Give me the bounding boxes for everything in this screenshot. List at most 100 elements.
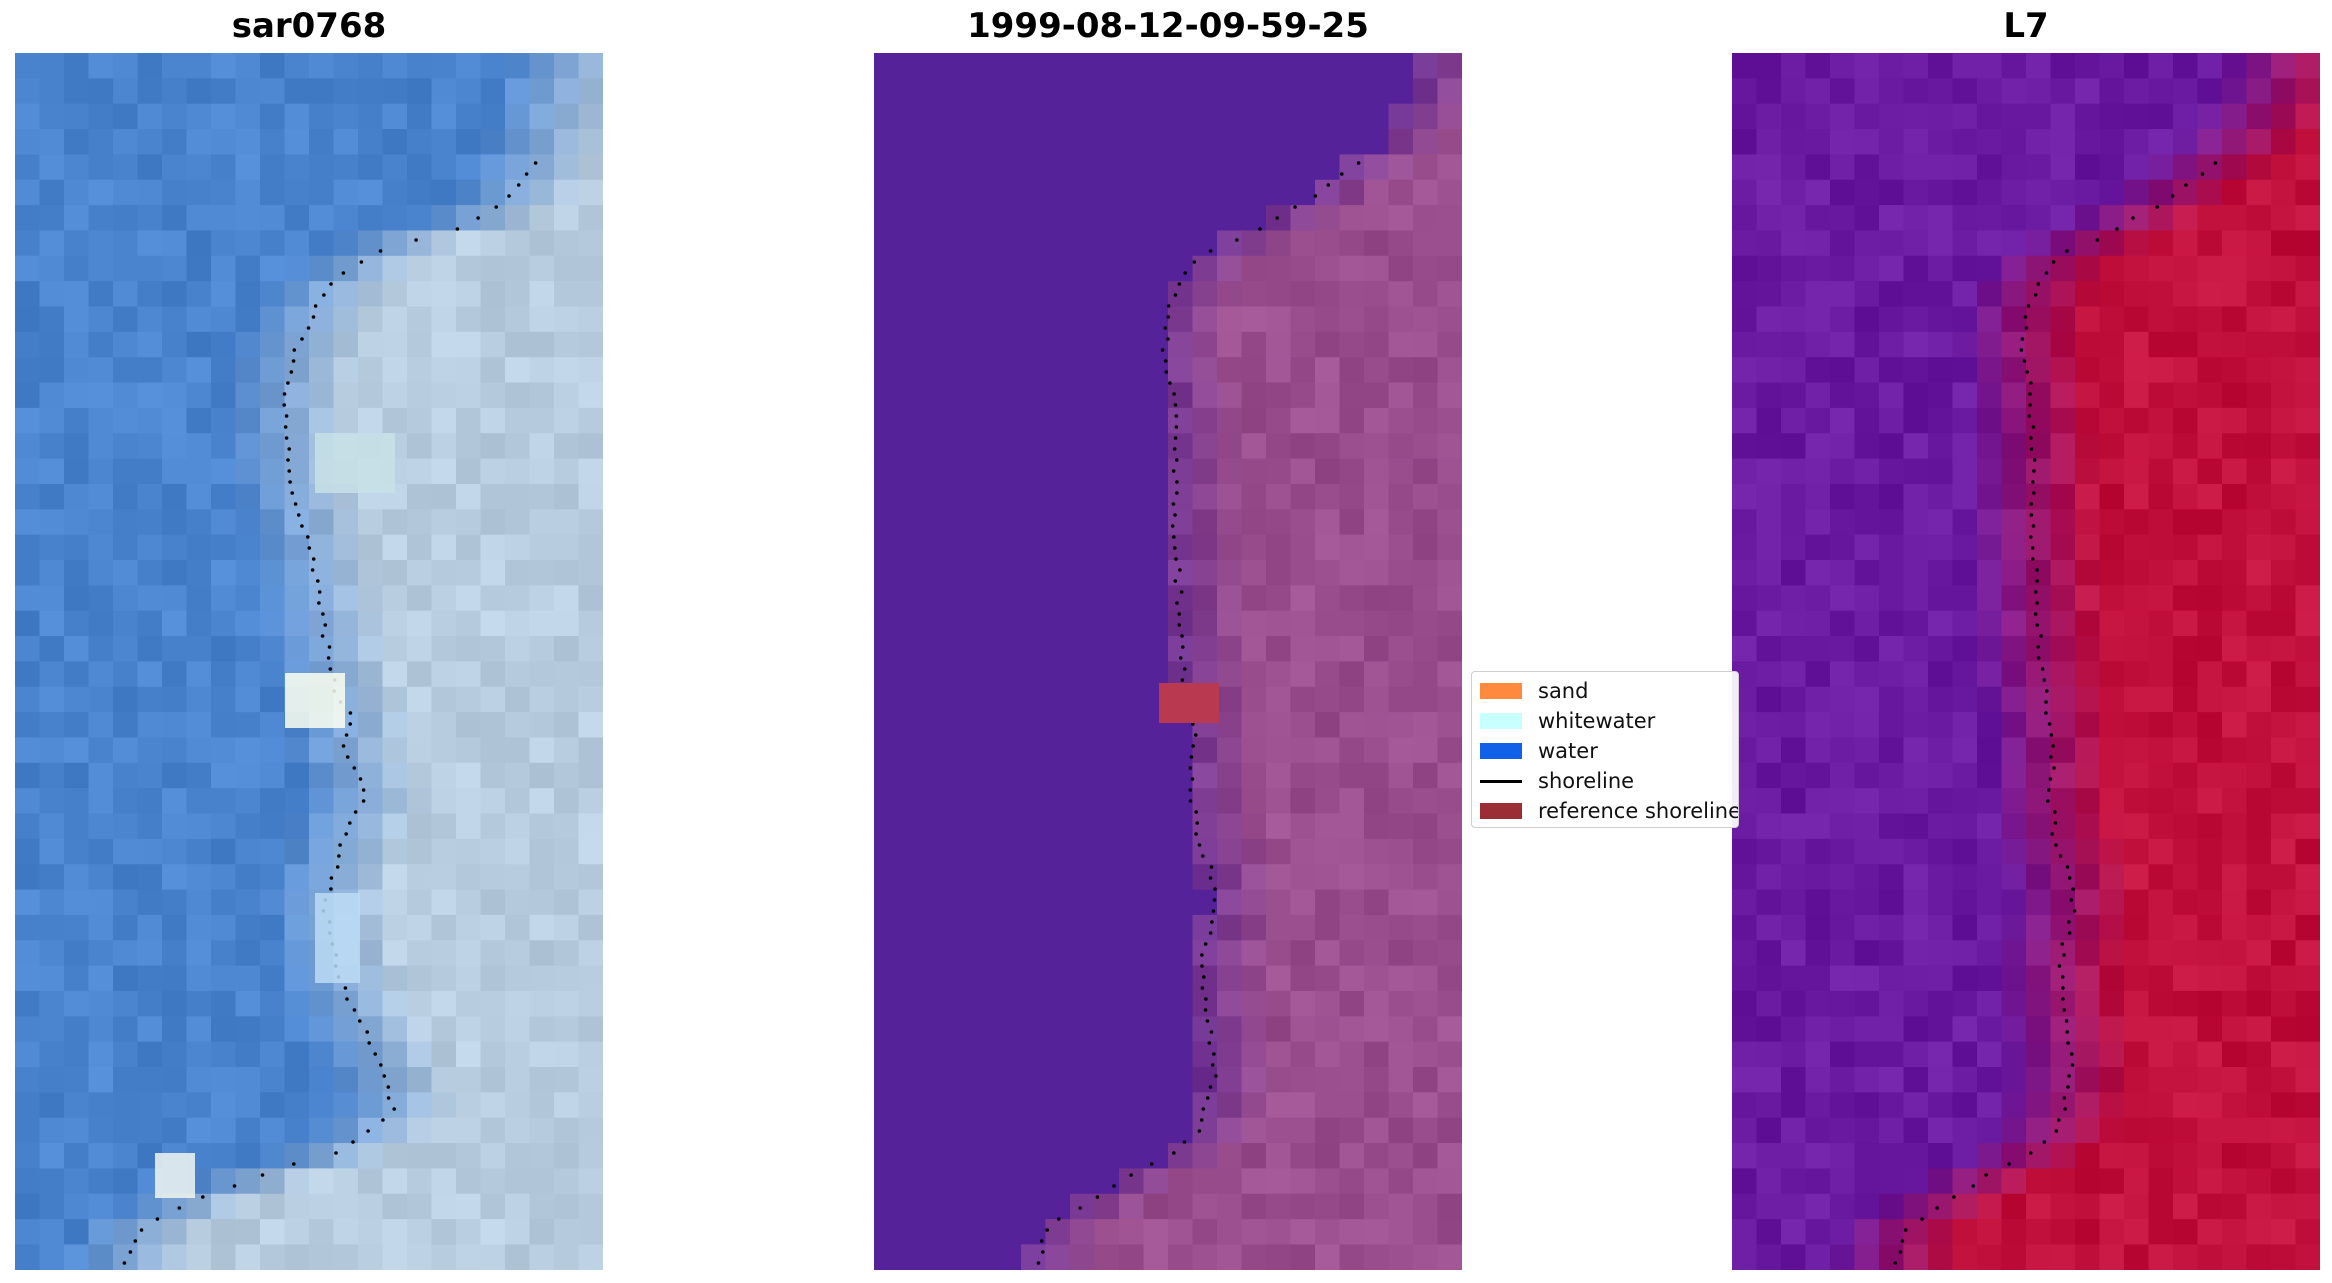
pixel <box>309 357 335 384</box>
pixel <box>235 179 261 206</box>
pixel <box>235 483 261 510</box>
pixel <box>407 103 433 130</box>
shoreline-dot <box>284 414 289 418</box>
pixel <box>1217 483 1243 510</box>
pixel <box>1903 1041 1929 1068</box>
pixel <box>211 1244 237 1270</box>
pixel <box>1168 560 1194 586</box>
legend-label-shoreline: shoreline <box>1538 769 1635 793</box>
pixel <box>578 458 603 485</box>
pixel <box>2173 914 2199 941</box>
pixel <box>113 205 139 232</box>
pixel <box>2148 1092 2174 1119</box>
pixel <box>1241 838 1267 865</box>
pixel <box>1854 179 1880 206</box>
pixel <box>235 306 261 333</box>
pixel <box>260 103 286 130</box>
pixel <box>456 788 482 815</box>
pixel <box>1413 458 1439 485</box>
pixel <box>972 433 998 460</box>
pixel <box>1437 534 1462 561</box>
pixel <box>480 965 506 992</box>
pixel <box>137 357 163 384</box>
pixel <box>1830 1193 1856 1220</box>
pixel <box>1928 1041 1954 1068</box>
pixel <box>88 889 114 916</box>
pixel <box>2271 534 2297 561</box>
pixel <box>1732 103 1758 130</box>
pixel <box>1290 509 1316 536</box>
pixel <box>554 407 580 434</box>
pixel <box>1756 737 1782 764</box>
pixel <box>1339 458 1365 485</box>
pixel <box>162 1067 188 1093</box>
pixel <box>407 636 433 662</box>
pixel <box>333 382 359 409</box>
pixel <box>382 838 408 865</box>
pixel <box>1364 1117 1390 1144</box>
pixel <box>2026 661 2052 688</box>
pixel <box>1021 458 1047 485</box>
pixel <box>2295 990 2320 1017</box>
pixel <box>2099 154 2125 181</box>
pixel <box>2295 103 2320 130</box>
pixel <box>407 205 433 232</box>
pixel <box>358 560 384 586</box>
pixel <box>1952 179 1978 206</box>
pixel <box>2173 636 2199 662</box>
pixel <box>1339 1016 1365 1043</box>
pixel <box>1045 737 1071 764</box>
pixel <box>2050 357 2076 384</box>
pixel <box>1266 458 1292 485</box>
pixel <box>431 509 457 536</box>
pixel <box>480 940 506 967</box>
pixel <box>529 1168 555 1195</box>
pixel <box>898 1016 924 1043</box>
pixel <box>186 230 212 257</box>
pixel <box>2246 230 2272 257</box>
pixel <box>1952 1016 1978 1043</box>
pixel <box>382 407 408 434</box>
pixel <box>162 737 188 764</box>
pixel <box>1830 78 1856 105</box>
pixel <box>2124 1041 2150 1068</box>
pixel <box>1952 1067 1978 1093</box>
pixel <box>578 483 603 510</box>
pixel <box>137 610 163 637</box>
pixel <box>1903 483 1929 510</box>
pixel <box>1388 636 1414 662</box>
pixel <box>1339 53 1365 79</box>
pixel <box>1977 1016 2003 1043</box>
pixel <box>529 560 555 586</box>
pixel <box>972 281 998 308</box>
pixel <box>1854 534 1880 561</box>
pixel <box>1854 331 1880 358</box>
pixel <box>1732 940 1758 967</box>
pixel <box>1854 1067 1880 1093</box>
pixel <box>2246 534 2272 561</box>
pixel <box>2173 129 2199 155</box>
pixel <box>1437 712 1462 739</box>
pixel <box>1413 255 1439 282</box>
shoreline-dot <box>1129 1173 1133 1177</box>
pixel <box>358 407 384 434</box>
pixel <box>1241 914 1267 941</box>
pixel <box>1192 407 1218 434</box>
pixel <box>39 1016 65 1043</box>
pixel <box>1094 306 1120 333</box>
shoreline-dot <box>381 1118 385 1122</box>
pixel <box>1143 636 1169 662</box>
pixel <box>284 1067 310 1093</box>
shoreline-dot <box>2023 315 2028 319</box>
pixel <box>2075 636 2101 662</box>
pixel <box>1781 990 1807 1017</box>
pixel <box>211 610 237 637</box>
pixel <box>898 1244 924 1270</box>
pixel <box>1437 686 1462 713</box>
pixel <box>211 1016 237 1043</box>
pixel <box>1732 458 1758 485</box>
pixel <box>1903 610 1929 637</box>
pixel <box>1756 1117 1782 1144</box>
pixel <box>2173 103 2199 130</box>
pixel <box>2075 1117 2101 1144</box>
